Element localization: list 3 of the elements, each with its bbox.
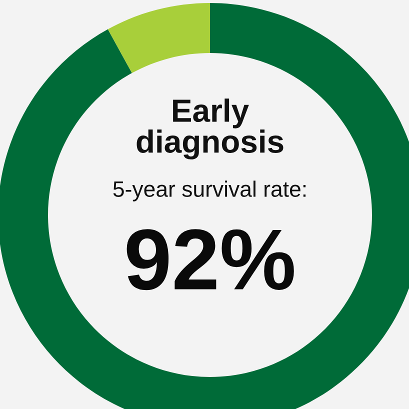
- text: 5-year survival rate:: [113, 180, 306, 202]
- text: Early diagnosis: [136, 98, 284, 160]
- text: 92%: [126, 229, 294, 290]
